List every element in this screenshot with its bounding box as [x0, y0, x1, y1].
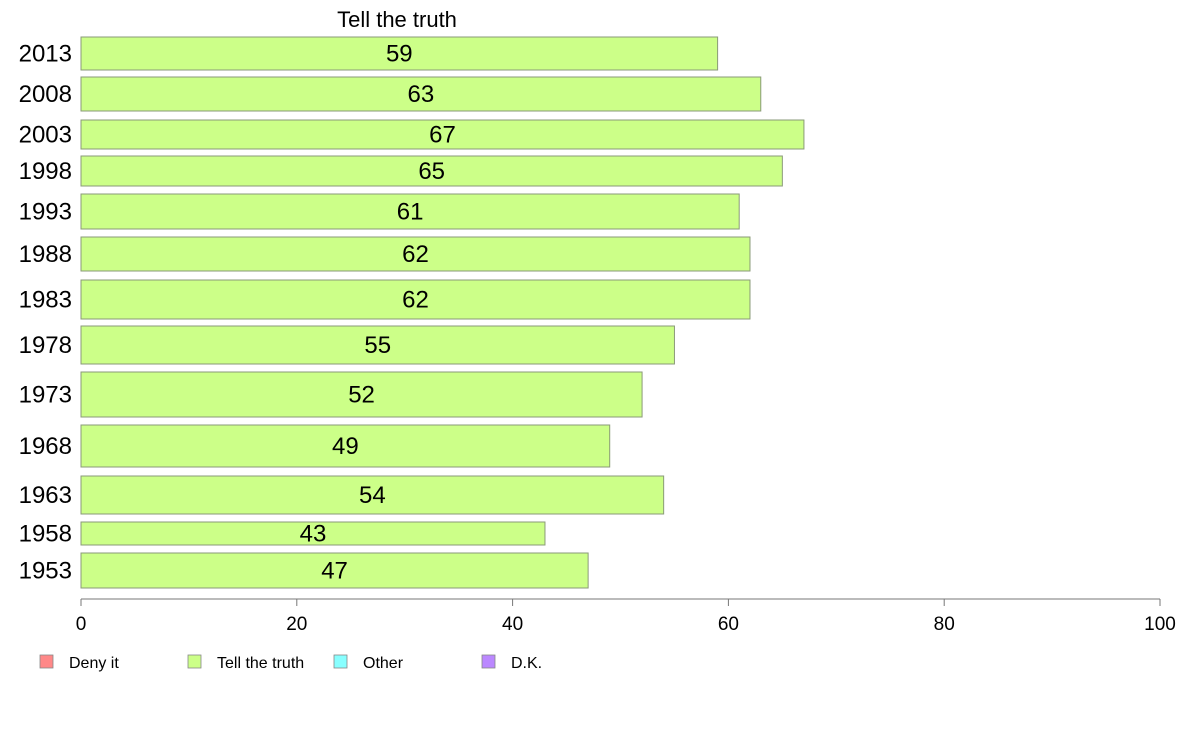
bar-value-label: 54 [359, 482, 386, 509]
category-label: 1958 [19, 521, 72, 548]
category-label: 1998 [19, 158, 72, 185]
x-tick-label: 100 [1144, 614, 1176, 635]
bar-value-label: 52 [348, 382, 375, 409]
legend: Deny it Tell the truth Other D.K. [39, 654, 542, 672]
legend-label: Other [363, 655, 404, 672]
bar [80, 552, 589, 589]
category-label: 1968 [19, 433, 72, 460]
bar-value-label: 55 [364, 332, 391, 359]
legend-swatch [481, 654, 496, 669]
bar-value-label: 43 [300, 521, 327, 548]
legend-label: D.K. [511, 655, 542, 672]
category-label: 1953 [19, 558, 72, 585]
bar [80, 325, 675, 365]
x-axis: 0 20 40 60 80 100 [76, 598, 1176, 635]
bar [80, 424, 611, 468]
chart-title: Tell the truth [337, 7, 457, 32]
category-label: 1993 [19, 199, 72, 226]
bar-value-label: 63 [408, 81, 435, 108]
category-label: 2008 [19, 81, 72, 108]
bar-value-label: 65 [418, 158, 445, 185]
bar [80, 475, 665, 515]
bar [80, 119, 805, 150]
bar [80, 279, 751, 320]
legend-label: Tell the truth [217, 655, 304, 672]
category-label: 1988 [19, 241, 72, 268]
legend-swatch [39, 654, 54, 669]
bar [80, 236, 751, 272]
x-tick-label: 20 [286, 614, 307, 635]
category-label: 1983 [19, 287, 72, 314]
x-tick-label: 60 [718, 614, 739, 635]
bar-group: 2013 59 2008 63 2003 67 1998 65 1993 61 1988 62 1983… [19, 36, 805, 589]
bar [80, 155, 783, 187]
legend-swatch [187, 654, 202, 669]
category-label: 2003 [19, 122, 72, 149]
bar [80, 521, 546, 546]
bar [80, 76, 762, 112]
bar-value-label: 62 [402, 287, 429, 314]
category-label: 2013 [19, 41, 72, 68]
bar [80, 193, 740, 230]
category-label: 1963 [19, 482, 72, 509]
x-tick-label: 0 [76, 614, 87, 635]
legend-label: Deny it [69, 655, 119, 672]
bar-value-label: 62 [402, 241, 429, 268]
bar [80, 371, 643, 418]
x-tick-label: 40 [502, 614, 523, 635]
category-label: 1973 [19, 382, 72, 409]
bar-value-label: 47 [321, 558, 348, 585]
bar-value-label: 61 [397, 199, 424, 226]
legend-swatch [333, 654, 348, 669]
bar [80, 36, 719, 71]
category-label: 1978 [19, 332, 72, 359]
x-tick-label: 80 [934, 614, 955, 635]
bar-value-label: 67 [429, 122, 456, 149]
bar-value-label: 49 [332, 433, 359, 460]
bar-value-label: 59 [386, 41, 413, 68]
